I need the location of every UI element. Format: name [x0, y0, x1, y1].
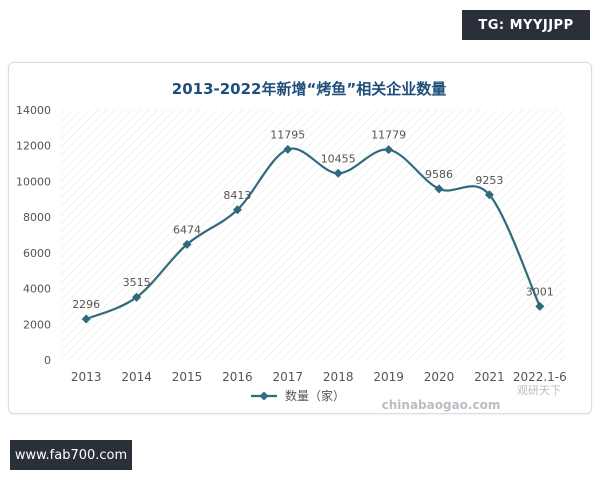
x-tick-label: 2021	[474, 370, 505, 384]
series-line	[85, 147, 541, 321]
x-tick-label: 2019	[373, 370, 404, 384]
watermark-site: chinabaogao.com	[382, 398, 501, 412]
data-label: 10455	[321, 152, 356, 165]
data-point	[484, 190, 494, 200]
line-chart: 2013-2022年新增“烤鱼”相关企业数量 0 2000 4000 6000 8000…	[16, 80, 567, 412]
data-points	[81, 144, 545, 324]
y-tick-label: 8000	[23, 211, 51, 224]
y-axis-ticks: 0 2000 4000 6000 8000 10000 12000 14000	[16, 104, 51, 367]
data-label: 8413	[223, 189, 251, 202]
x-tick-label: 2022.1-6	[513, 370, 567, 384]
data-label: 11795	[270, 128, 305, 141]
tg-badge: TG: MYYJJPP	[462, 10, 590, 40]
y-tick-label: 4000	[23, 283, 51, 296]
x-tick-label: 2017	[273, 370, 304, 384]
y-tick-label: 2000	[23, 318, 51, 331]
x-tick-label: 2015	[172, 370, 203, 384]
y-tick-label: 14000	[16, 104, 51, 117]
data-point	[384, 145, 394, 155]
x-axis-ticks: 2013 2014 2015 2016 2017 2018 2019 2020 2021 2022…	[71, 370, 567, 384]
x-tick-label: 2014	[121, 370, 152, 384]
data-label: 3001	[526, 285, 554, 298]
footer-url: www.fab700.com	[10, 440, 132, 470]
data-label: 6474	[173, 223, 201, 236]
data-label: 3515	[123, 276, 151, 289]
x-tick-label: 2016	[222, 370, 253, 384]
watermark: chinabaogao.com 观研天下	[382, 384, 561, 412]
plot-area	[61, 110, 565, 360]
legend-label: 数量（家）	[285, 388, 345, 403]
data-point	[132, 292, 142, 302]
data-point	[333, 168, 343, 178]
data-point	[434, 184, 444, 194]
x-tick-label: 2013	[71, 370, 102, 384]
y-tick-label: 0	[44, 354, 51, 367]
data-point	[535, 301, 545, 311]
x-tick-label: 2018	[323, 370, 354, 384]
y-tick-label: 12000	[16, 140, 51, 153]
legend: 数量（家）	[251, 388, 345, 403]
data-point	[232, 205, 242, 215]
x-tick-label: 2020	[424, 370, 455, 384]
watermark-brand: 观研天下	[517, 384, 561, 397]
data-label: 9253	[475, 174, 503, 187]
data-labels: 2296 3515 6474 8413 11795 10455 11779 9586 9253 3…	[72, 128, 554, 311]
data-point	[182, 239, 192, 249]
chart-frame: 2013-2022年新增“烤鱼”相关企业数量 0 2000 4000 6000 8000…	[8, 62, 592, 414]
legend-marker	[259, 391, 269, 401]
data-label: 11779	[371, 129, 406, 142]
data-label: 2296	[72, 298, 100, 311]
y-tick-label: 10000	[16, 175, 51, 188]
y-tick-label: 6000	[23, 247, 51, 260]
data-point	[283, 144, 293, 154]
chart-title: 2013-2022年新增“烤鱼”相关企业数量	[172, 80, 446, 98]
data-label: 9586	[425, 168, 453, 181]
data-point	[81, 314, 91, 324]
